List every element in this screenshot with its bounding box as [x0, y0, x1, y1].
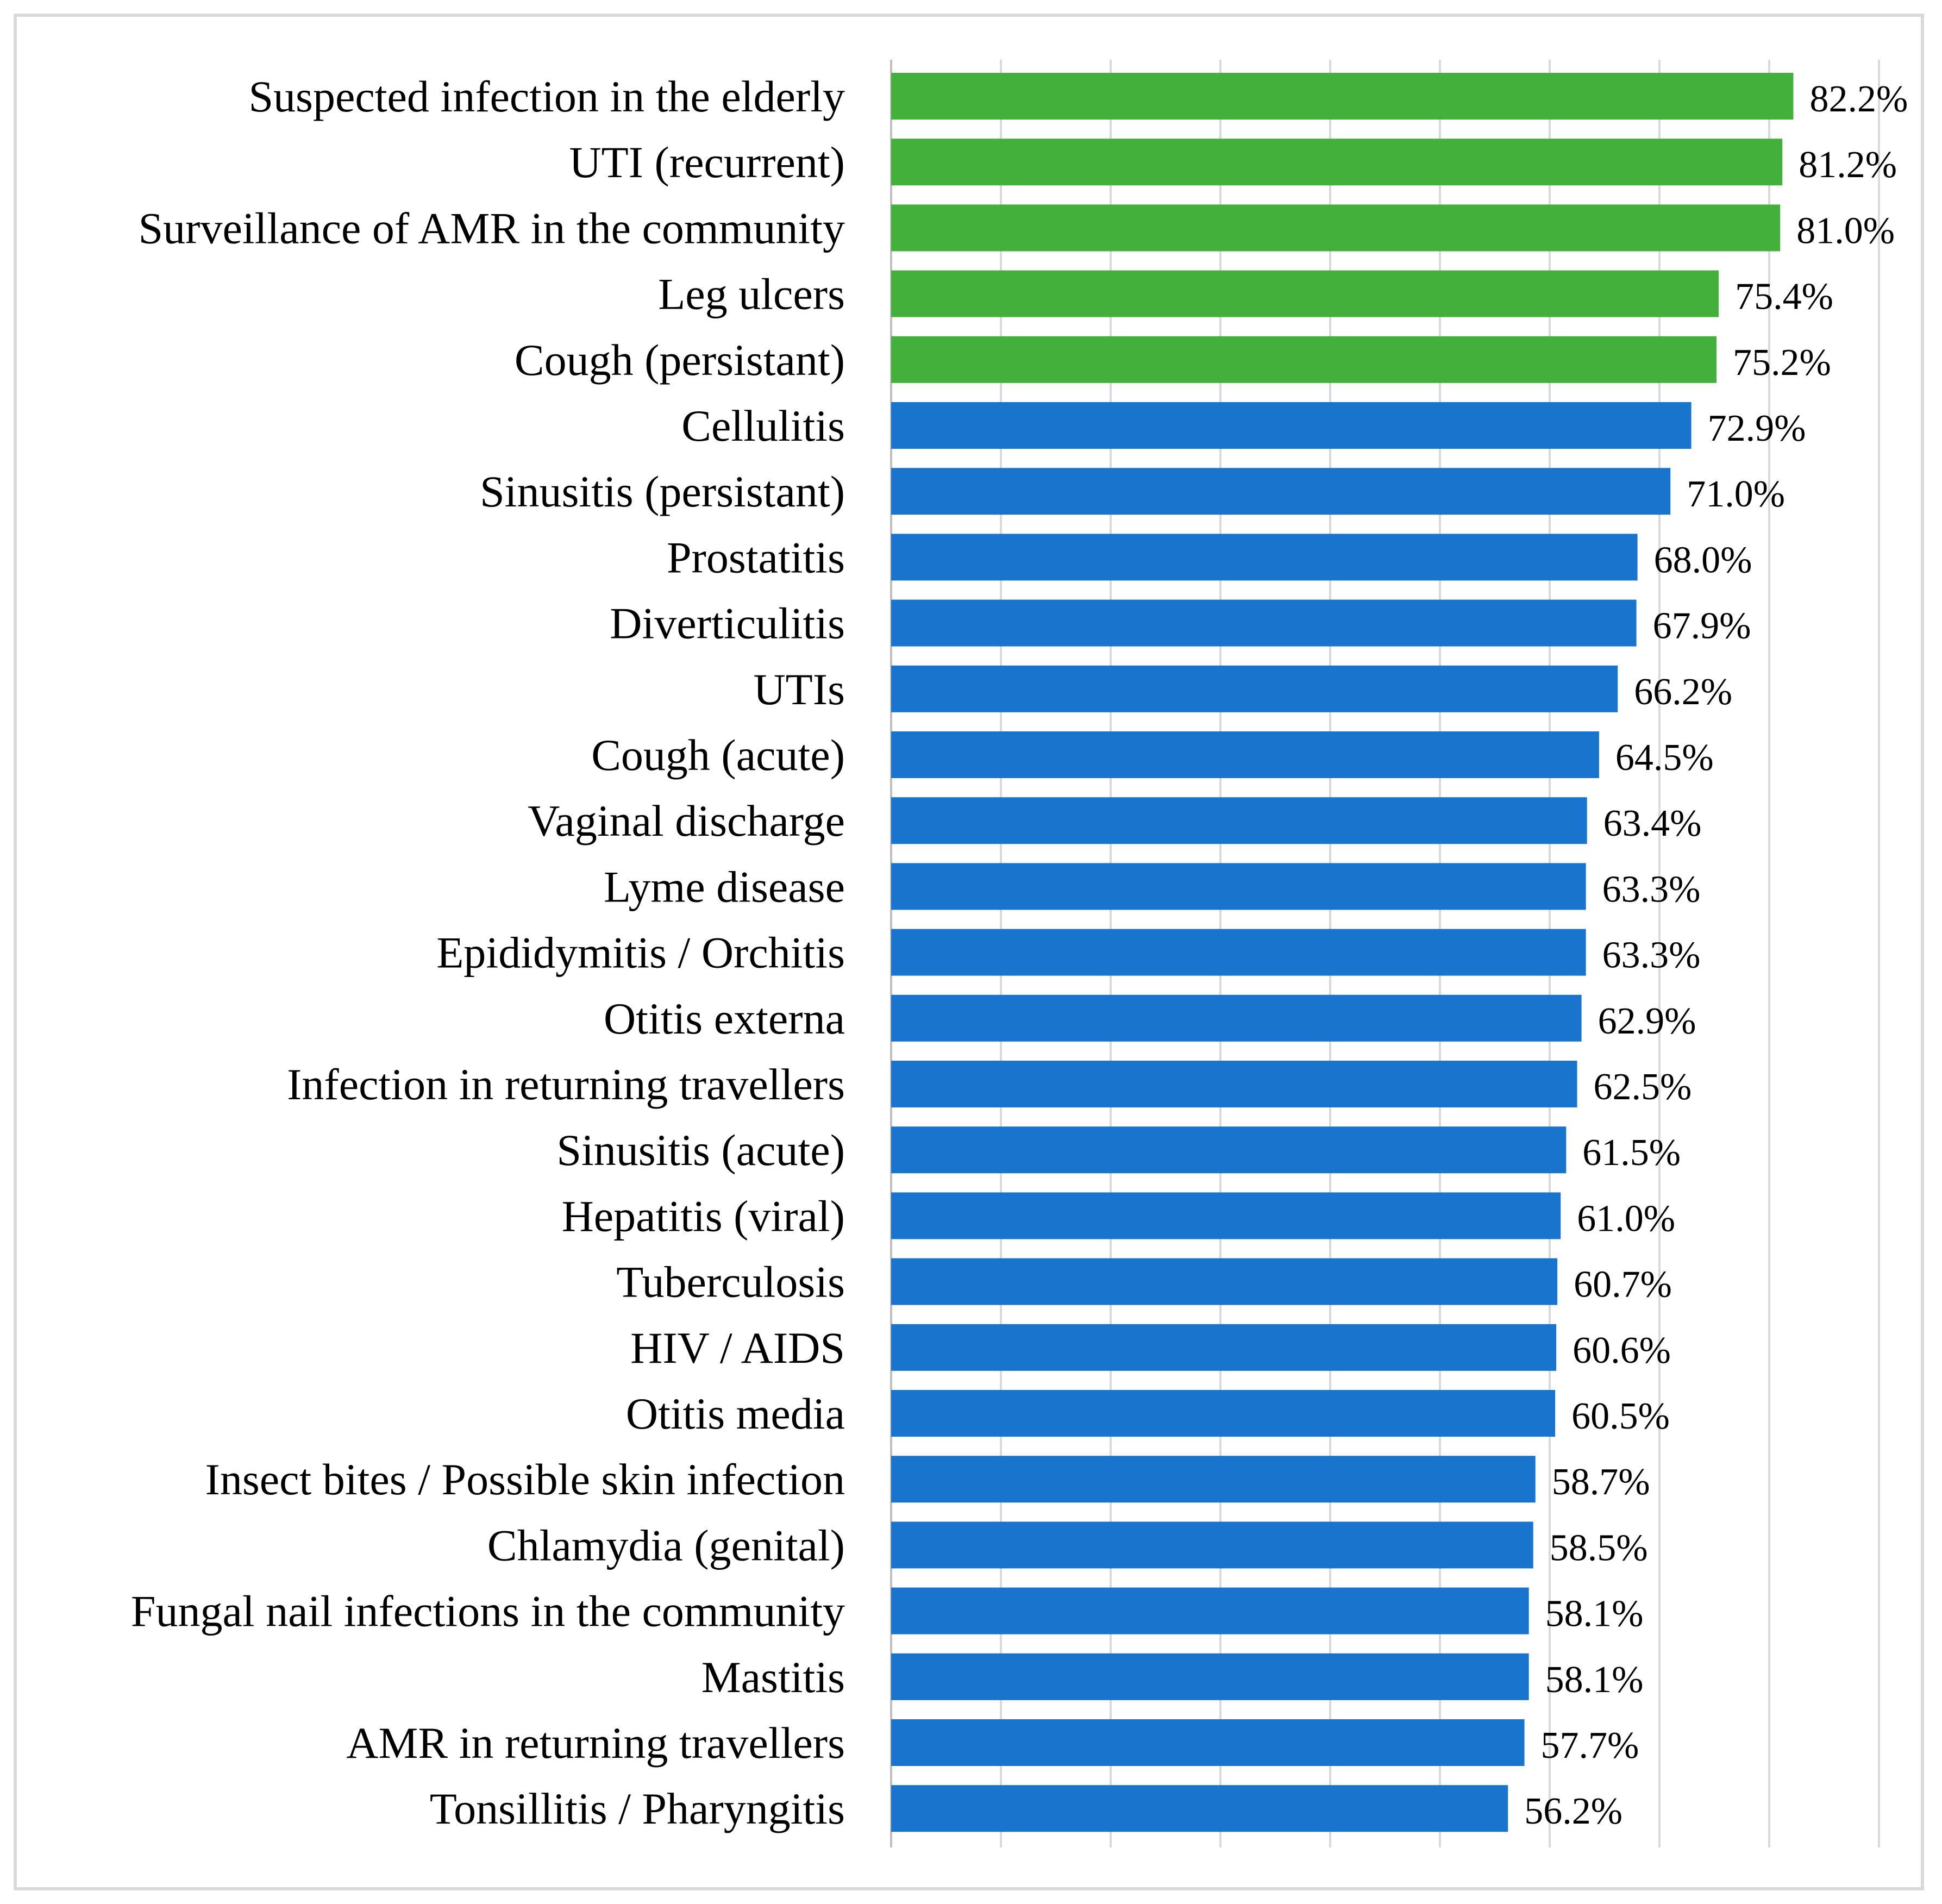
category-label: Mastitis — [701, 1652, 845, 1702]
value-label: 58.5% — [1550, 1527, 1648, 1569]
value-label: 60.6% — [1573, 1330, 1671, 1371]
bar — [891, 1521, 1533, 1569]
category-label: Tuberculosis — [616, 1257, 845, 1307]
value-label: 60.5% — [1571, 1395, 1670, 1437]
value-label: 62.9% — [1598, 1000, 1696, 1042]
category-label: Lyme disease — [604, 862, 845, 911]
value-label: 75.4% — [1735, 276, 1833, 318]
value-label: 58.1% — [1545, 1593, 1644, 1635]
category-label: HIV / AIDS — [630, 1323, 845, 1373]
category-label: Chlamydia (genital) — [487, 1520, 845, 1570]
bar — [891, 1653, 1529, 1700]
value-label: 61.0% — [1577, 1198, 1675, 1239]
bar — [891, 1719, 1525, 1766]
value-label: 71.0% — [1687, 473, 1785, 515]
category-label: Leg ulcers — [658, 270, 845, 319]
category-label: UTI (recurrent) — [569, 137, 845, 187]
value-label: 81.0% — [1796, 210, 1895, 252]
category-label: Infection in returning travellers — [287, 1060, 845, 1109]
value-label: 63.3% — [1602, 935, 1701, 976]
bar — [891, 599, 1637, 647]
bar — [891, 204, 1781, 252]
bar — [891, 863, 1586, 910]
category-label: Diverticulitis — [610, 599, 845, 648]
bar — [891, 665, 1618, 712]
value-label: 61.5% — [1582, 1132, 1681, 1174]
category-label: Hepatitis (viral) — [562, 1191, 845, 1241]
value-label: 82.2% — [1809, 78, 1908, 120]
category-label: AMR in returning travellers — [346, 1718, 845, 1768]
value-label: 58.1% — [1545, 1659, 1644, 1701]
value-label: 64.5% — [1615, 737, 1714, 779]
bars — [891, 73, 1794, 1832]
category-label: Cough (acute) — [591, 730, 845, 780]
value-label: 66.2% — [1634, 671, 1732, 713]
category-label: UTIs — [753, 665, 845, 714]
bar — [891, 929, 1586, 976]
bar — [891, 1126, 1567, 1174]
value-label: 56.2% — [1524, 1790, 1622, 1832]
category-label: Epididymitis / Orchitis — [436, 928, 845, 978]
category-label: Prostatitis — [667, 533, 845, 582]
category-label: Cellulitis — [681, 401, 845, 450]
category-label: Tonsillitis / Pharyngitis — [430, 1784, 845, 1833]
value-label: 63.4% — [1603, 803, 1702, 844]
value-label: 75.2% — [1733, 342, 1831, 384]
category-label: Surveillance of AMR in the community — [139, 203, 845, 253]
bar — [891, 797, 1587, 844]
category-label: Insect bites / Possible skin infection — [205, 1455, 845, 1504]
value-label: 63.3% — [1602, 868, 1701, 910]
bar — [891, 1785, 1508, 1832]
category-label: Otitis externa — [604, 994, 845, 1043]
bar — [891, 994, 1582, 1042]
bar — [891, 468, 1671, 515]
value-label: 72.9% — [1708, 408, 1806, 449]
category-label: Suspected infection in the elderly — [248, 72, 845, 121]
bar — [891, 731, 1599, 778]
category-labels: Suspected infection in the elderly UTI (r… — [131, 72, 845, 1833]
bar — [891, 1587, 1529, 1634]
category-label: Vaginal discharge — [528, 796, 845, 845]
bar — [891, 1456, 1536, 1503]
category-label: Cough (persistant) — [515, 335, 845, 385]
bar — [891, 1324, 1557, 1371]
category-label: Sinusitis (acute) — [556, 1125, 845, 1175]
bar — [891, 1061, 1577, 1107]
value-label: 81.2% — [1799, 144, 1897, 186]
value-label: 68.0% — [1654, 539, 1752, 581]
value-label: 58.7% — [1552, 1461, 1650, 1503]
category-label: Sinusitis (persistant) — [480, 467, 845, 516]
bar — [891, 1258, 1558, 1305]
value-labels: 82.2% 81.2% 81.0% 75.4% 75.2% 72.9% 71.0% 68.0%… — [1524, 78, 1908, 1832]
value-label: 67.9% — [1653, 605, 1751, 647]
value-label: 62.5% — [1594, 1066, 1692, 1108]
category-label: Fungal nail infections in the community — [131, 1587, 845, 1636]
value-label: 60.7% — [1574, 1264, 1672, 1306]
bar — [891, 1192, 1561, 1239]
bar — [891, 139, 1783, 186]
category-label: Otitis media — [626, 1389, 845, 1438]
bar — [891, 73, 1794, 120]
value-label: 57.7% — [1541, 1725, 1639, 1767]
bar — [891, 534, 1638, 581]
bar — [891, 336, 1717, 383]
bar — [891, 1390, 1556, 1437]
bar — [891, 402, 1692, 449]
bar — [891, 270, 1719, 317]
